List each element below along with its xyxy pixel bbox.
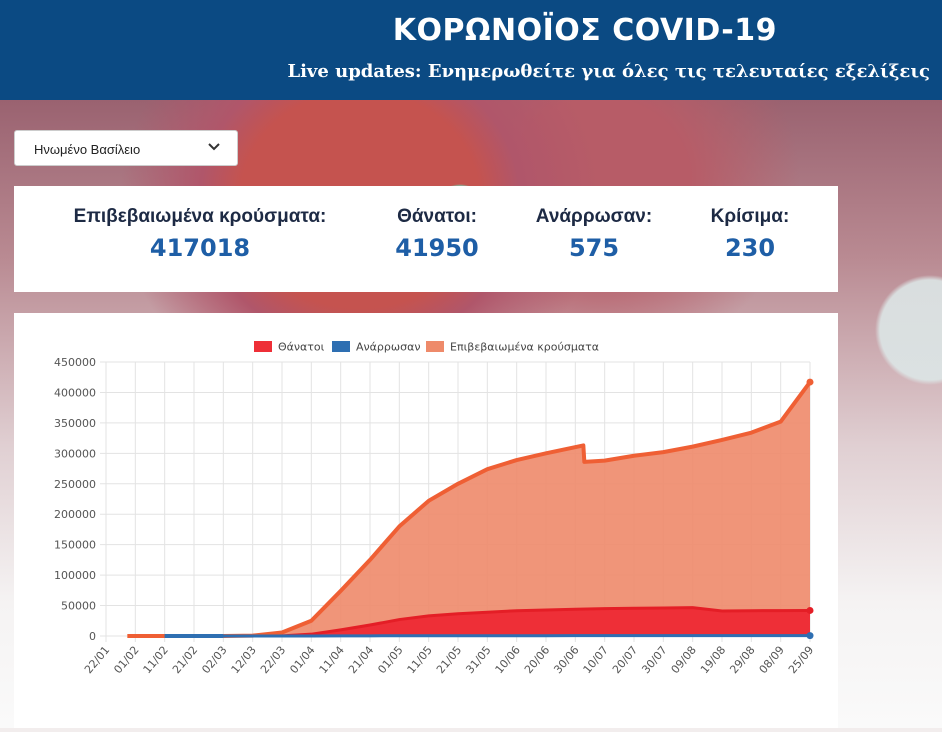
x-tick-label: 21/02 [170,644,200,677]
chart-legend: Θάνατοι Ανάρρωσαν Επιβεβαιωμένα κρούσματα [254,341,599,354]
y-tick-label: 50000 [61,600,96,613]
x-tick-label: 29/08 [727,644,757,677]
y-tick-label: 300000 [54,447,96,460]
x-tick-label: 20/06 [522,644,552,677]
stat-recovered-value: 575 [524,234,664,262]
stat-confirmed-value: 417018 [60,234,340,262]
x-tick-label: 22/01 [82,644,112,677]
x-tick-label: 09/08 [669,644,699,677]
y-tick-label: 0 [89,630,96,643]
legend-swatch [254,341,272,352]
x-tick-label: 02/03 [199,644,229,677]
series-confirmed-area [135,382,810,636]
stat-deaths: Θάνατοι: 41950 [382,206,492,262]
y-tick-label: 200000 [54,508,96,521]
x-tick-label: 31/05 [463,644,493,677]
legend-swatch [426,341,444,352]
x-tick-label: 20/07 [610,644,640,677]
stat-confirmed: Επιβεβαιωμένα κρούσματα: 417018 [60,206,340,262]
stat-recovered-label: Ανάρρωσαν: [524,206,664,228]
x-tick-label: 22/03 [258,644,288,677]
x-tick-label: 21/05 [434,644,464,677]
series-deaths-end-point [807,607,814,614]
y-tick-label: 100000 [54,569,96,582]
chart-areas [127,379,813,640]
stat-deaths-value: 41950 [382,234,492,262]
x-axis: 22/0101/0211/0221/0202/0312/0322/0301/04… [82,644,816,677]
x-tick-label: 30/06 [551,644,581,677]
y-tick-label: 150000 [54,539,96,552]
y-tick-label: 250000 [54,478,96,491]
y-axis: 450000 400000 350000 300000 250000 200000 1500… [54,356,96,643]
country-select-value: Ηνωμένο Βασίλειο [34,142,140,157]
site-header: ΚΟΡΩΝΟΪΟΣ COVID-19 Live updates: Ενημερω… [0,0,942,100]
stat-recovered: Ανάρρωσαν: 575 [524,206,664,262]
stats-panel: Επιβεβαιωμένα κρούσματα: 417018 Θάνατοι:… [14,186,838,292]
stat-deaths-label: Θάνατοι: [382,206,492,228]
page-title: ΚΟΡΩΝΟΪΟΣ COVID-19 [393,13,777,48]
x-tick-label: 11/04 [317,644,347,677]
x-tick-label: 11/05 [405,644,435,677]
x-tick-label: 01/02 [111,644,141,677]
x-tick-label: 08/09 [757,644,787,677]
y-tick-label: 400000 [54,386,96,399]
x-tick-label: 11/02 [141,644,171,677]
x-tick-label: 01/04 [287,644,317,677]
stat-critical: Κρίσιμα: 230 [700,206,800,262]
stat-critical-label: Κρίσιμα: [700,206,800,228]
x-tick-label: 01/05 [375,644,405,677]
series-confirmed-end-point [807,379,814,386]
page-subtitle: Live updates: Ενημερωθείτε για όλες τις … [287,61,930,82]
x-tick-label: 30/07 [639,644,669,677]
country-select[interactable]: Ηνωμένο Βασίλειο [14,130,238,166]
stat-critical-value: 230 [700,234,800,262]
y-tick-label: 350000 [54,417,96,430]
y-tick-label: 450000 [54,356,96,369]
legend-label: Επιβεβαιωμένα κρούσματα [450,341,599,354]
legend-label: Θάνατοι [278,341,325,354]
series-recovered-end-point [807,632,814,639]
x-tick-label: 25/09 [786,644,816,677]
stat-confirmed-label: Επιβεβαιωμένα κρούσματα: [60,206,340,228]
x-tick-label: 19/08 [698,644,728,677]
x-tick-label: 10/07 [581,644,611,677]
x-tick-label: 21/04 [346,644,376,677]
chevron-down-icon [207,140,221,154]
x-tick-label: 10/06 [493,644,523,677]
legend-swatch [332,341,350,352]
legend-label: Ανάρρωσαν [356,341,420,354]
x-tick-label: 12/03 [229,644,259,677]
